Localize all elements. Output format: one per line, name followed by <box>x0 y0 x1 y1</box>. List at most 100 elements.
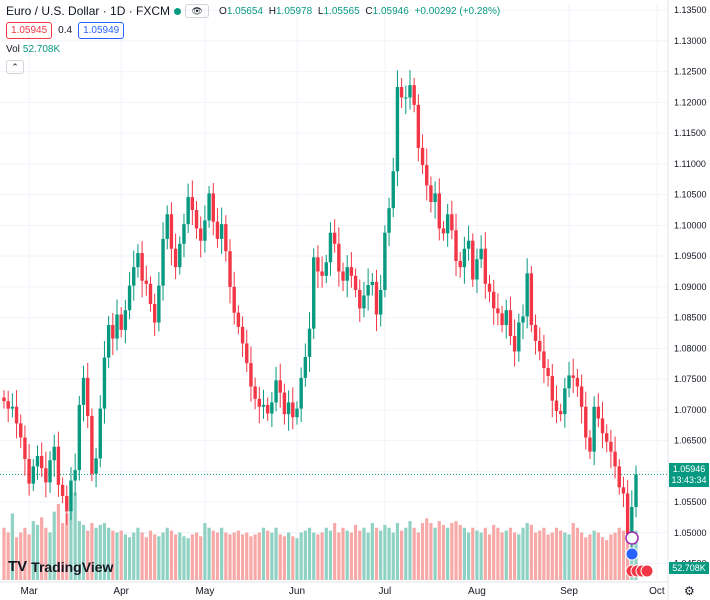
volume-bar <box>40 517 44 580</box>
candle-body <box>123 310 128 330</box>
candle-body <box>257 398 262 407</box>
candle-body <box>621 487 626 494</box>
volume-bar <box>295 538 299 580</box>
volume-bar <box>44 527 48 580</box>
candle-body <box>605 433 609 442</box>
price-tick-label: 1.12500 <box>674 67 707 77</box>
collapse-legend-button[interactable]: ⌃ <box>6 60 24 74</box>
candle-body <box>81 377 86 405</box>
volume-bar <box>379 530 383 580</box>
market-status-icon <box>174 7 182 15</box>
volume-bar <box>383 524 387 580</box>
volume-value: 52.708K <box>22 44 61 55</box>
candle-body <box>48 460 52 483</box>
volume-bar <box>487 534 492 580</box>
candle-body <box>366 285 370 296</box>
candle-body <box>165 214 169 239</box>
candle-body <box>240 326 245 344</box>
candle-body <box>370 281 375 286</box>
candle-body <box>115 314 119 339</box>
trade-buttons: 1.05945 0.4 1.05949 <box>6 22 125 39</box>
month-tick-label: Mar <box>20 586 38 597</box>
settings-gear-icon[interactable]: ⚙ <box>684 584 695 598</box>
candle-body <box>546 368 550 377</box>
candle-body <box>596 406 601 419</box>
volume-bar <box>324 527 328 580</box>
volume-bar <box>14 537 19 580</box>
volume-bar <box>538 530 542 580</box>
candle-body <box>483 248 488 284</box>
symbol-title[interactable]: Euro / U.S. Dollar · 1D · FXCM <box>6 4 171 18</box>
candle-body <box>425 165 429 186</box>
volume-bar <box>333 523 337 580</box>
candle-body <box>567 375 571 389</box>
volume-bar <box>186 538 190 580</box>
volume-bar <box>370 523 374 580</box>
volume-bar <box>374 527 379 580</box>
candle-body <box>136 253 140 268</box>
candle-body <box>224 224 228 252</box>
volume-bar <box>584 537 588 580</box>
volume-bar <box>554 527 559 580</box>
volume-bar <box>178 532 182 580</box>
candle-body <box>35 455 40 467</box>
candle-body <box>44 468 48 483</box>
candle-body <box>270 402 274 414</box>
month-tick-label: Jul <box>378 586 391 597</box>
volume-bar <box>194 532 199 580</box>
candle-body <box>199 228 203 241</box>
volume-bar <box>182 536 186 580</box>
volume-bar <box>387 527 391 580</box>
volume-bar <box>224 532 228 580</box>
volume-bar <box>462 527 466 580</box>
candle-body <box>102 357 107 409</box>
month-tick-label: May <box>195 586 214 597</box>
volume-bar <box>400 530 404 580</box>
volume-bar <box>517 534 521 580</box>
volume-bar <box>245 532 249 580</box>
candle-body <box>98 408 102 459</box>
candle-body <box>236 312 241 327</box>
high-value: 1.05978 <box>275 5 313 17</box>
volume-bar <box>621 530 626 580</box>
open-value: 1.05654 <box>226 5 263 17</box>
open-label: O <box>219 5 227 17</box>
visibility-icon[interactable]: 👁 <box>185 4 210 18</box>
volume-bar <box>320 532 324 580</box>
volume-bar <box>592 530 596 580</box>
candle-body <box>328 232 333 263</box>
volume-bar <box>416 532 420 580</box>
candle-body <box>630 506 634 535</box>
volume-bar <box>35 524 40 580</box>
candle-body <box>6 401 10 409</box>
candle-body <box>39 455 44 469</box>
volume-bar <box>98 524 102 580</box>
volume-bar <box>579 532 584 580</box>
volume-bar <box>596 532 600 580</box>
volume-bar <box>27 534 31 580</box>
buy-button[interactable]: 1.05949 <box>78 22 125 39</box>
volume-bar <box>605 540 609 580</box>
volume-bar <box>73 492 77 580</box>
volume-bar <box>261 527 266 580</box>
sell-button[interactable]: 1.05945 <box>6 22 53 39</box>
volume-bar <box>492 524 496 580</box>
price-tick-label: 1.13000 <box>674 36 707 46</box>
volume-bar <box>571 523 575 580</box>
volume-bar <box>559 530 563 580</box>
volume-bar <box>437 521 441 580</box>
volume-bar <box>345 530 349 580</box>
candle-body <box>345 267 349 281</box>
candle-body <box>420 147 425 166</box>
volume-bar <box>65 513 69 580</box>
volume-bar <box>513 532 517 580</box>
candle-body <box>433 193 437 202</box>
volume-bar <box>228 534 232 580</box>
candle-body <box>538 340 542 352</box>
candle-body <box>412 85 416 105</box>
candle-body <box>571 375 575 378</box>
candle-body <box>190 197 195 210</box>
volume-bar <box>236 530 240 580</box>
month-tick-label: Oct <box>649 586 665 597</box>
